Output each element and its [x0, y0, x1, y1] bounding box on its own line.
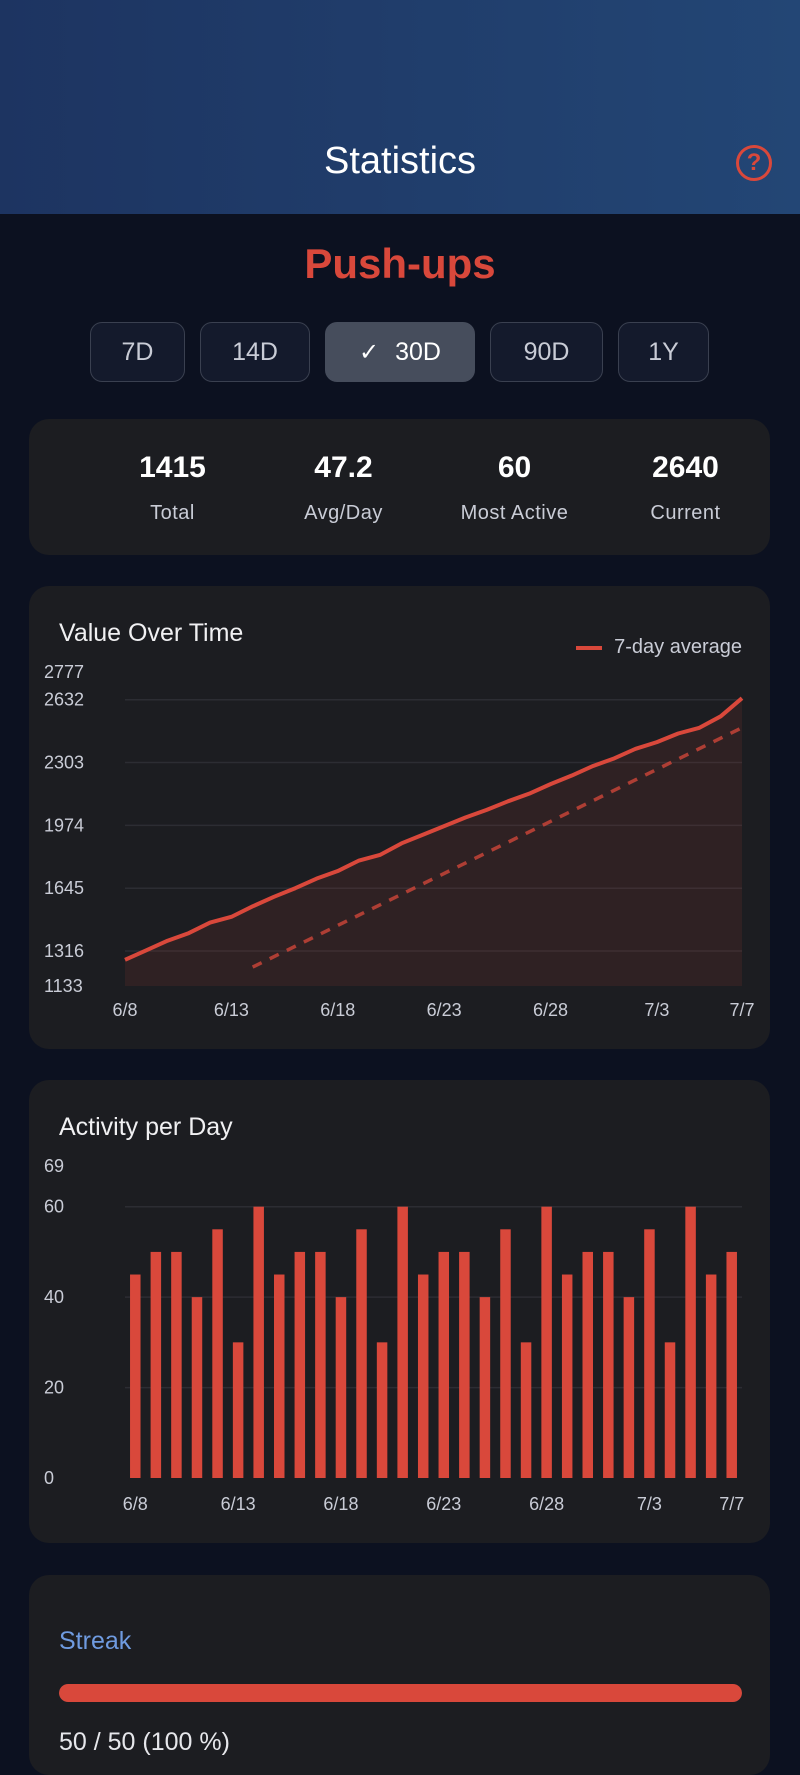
line-chart: 2777 2632 2303 1974 1645 1316 1133 6/8 6/13 6/18 6…: [44, 662, 755, 1020]
streak-count: 50 / 50 (100 %): [59, 1728, 230, 1756]
value-series-line: [124, 696, 744, 962]
bar: [294, 1251, 306, 1478]
range-label: 30D: [395, 337, 441, 366]
x-tick-label: 6/13: [221, 1494, 256, 1514]
x-tick-label: 7/3: [637, 1494, 662, 1514]
x-tick-label: 6/28: [529, 1494, 564, 1514]
bar: [438, 1251, 450, 1478]
y-tick-label: 1316: [44, 941, 84, 961]
streak-progress-fill: [59, 1684, 742, 1702]
bar: [335, 1297, 347, 1478]
bar: [356, 1229, 367, 1478]
x-tick-label: 6/23: [426, 1494, 461, 1514]
bar: [603, 1251, 614, 1478]
checkmark-icon: ✓: [359, 338, 380, 366]
x-tick-label: 6/18: [320, 1000, 355, 1020]
x-tick-label: 6/28: [533, 1000, 568, 1020]
x-tick-label: 6/23: [427, 1000, 462, 1020]
bar: [459, 1251, 470, 1478]
bar: [130, 1274, 141, 1478]
y-tick-label: 2777: [44, 662, 84, 682]
range-button-1y[interactable]: 1Y: [618, 322, 709, 382]
y-tick-label: 69: [44, 1156, 64, 1176]
bar: [376, 1342, 388, 1478]
bar: [705, 1274, 717, 1478]
streak-card: Streak 50 / 50 (100 %): [29, 1575, 770, 1775]
range-label: 7D: [121, 337, 154, 366]
y-tick-label: 1974: [44, 815, 84, 835]
x-tick-label: 6/8: [123, 1494, 148, 1514]
y-tick-label: 40: [44, 1287, 64, 1307]
y-tick-label: 20: [44, 1378, 64, 1398]
range-label: 90D: [523, 337, 570, 366]
x-tick-label: 7/7: [729, 1000, 754, 1020]
bar: [726, 1251, 737, 1478]
range-button-90d[interactable]: 90D: [490, 322, 603, 382]
stats-summary-card: 1415 Total 47.2 Avg/Day 60 Most Active 2…: [29, 419, 770, 555]
exercise-title: Push-ups: [304, 240, 496, 287]
bar: [274, 1274, 285, 1478]
range-button-30d[interactable]: ✓ 30D: [325, 322, 475, 382]
bar: [500, 1229, 511, 1478]
stat-label: Total: [150, 502, 195, 524]
stat-value: 2640: [652, 451, 719, 484]
bar: [315, 1251, 326, 1478]
bar: [685, 1206, 696, 1478]
stat-label: Current: [650, 502, 721, 524]
legend-label: 7-day average: [614, 636, 742, 658]
bar: [212, 1229, 223, 1478]
bar: [417, 1274, 429, 1478]
chart-title: Activity per Day: [59, 1113, 233, 1141]
bar: [479, 1297, 491, 1478]
range-label: 1Y: [648, 337, 679, 366]
bar: [664, 1342, 676, 1478]
bar: [253, 1206, 264, 1478]
bar: [171, 1251, 182, 1478]
streak-title: Streak: [59, 1627, 132, 1655]
header-bar: Statistics ?: [0, 0, 800, 214]
x-tick-label: 6/8: [112, 1000, 137, 1020]
x-tick-label: 7/7: [719, 1494, 744, 1514]
value-area: [125, 698, 742, 986]
range-label: 14D: [232, 337, 278, 366]
stat-value: 60: [497, 451, 532, 484]
y-tick-label: 1133: [44, 976, 83, 996]
bar: [397, 1206, 408, 1478]
bar: [623, 1297, 635, 1478]
legend-swatch: [576, 645, 603, 650]
chart-title: Value Over Time: [59, 619, 244, 647]
chart-legend: 7-day average: [576, 636, 742, 659]
range-button-14d[interactable]: 14D: [200, 322, 310, 382]
page-title: Statistics: [323, 140, 477, 182]
bar: [191, 1297, 203, 1478]
bar-chart: 69 60 40 20 0 6/8 6/13 6/18 6/23 6/28 7/3 7/7: [44, 1156, 744, 1514]
stat-value: 47.2: [314, 451, 373, 484]
y-tick-label: 2632: [44, 690, 84, 710]
range-button-7d[interactable]: 7D: [90, 322, 185, 382]
streak-progress-bar: [59, 1684, 742, 1702]
bar: [150, 1251, 162, 1478]
bar: [561, 1274, 573, 1478]
x-tick-label: 6/18: [323, 1494, 358, 1514]
stat-label: Most Active: [460, 502, 569, 524]
stat-label: Avg/Day: [304, 502, 383, 524]
bar: [644, 1229, 655, 1478]
y-tick-label: 0: [44, 1468, 54, 1488]
bar: [541, 1206, 552, 1478]
bar: [232, 1342, 244, 1478]
question-circle-icon[interactable]: ?: [736, 145, 772, 181]
bar: [520, 1342, 532, 1478]
average-series-line: [251, 726, 743, 969]
value-over-time-card: Value Over Time 7-day average 2777 2632 23…: [29, 586, 770, 1049]
y-tick-label: 2303: [44, 753, 84, 773]
activity-per-day-card: Activity per Day 69 60 40 20 0 6/8 6/13 6/18 6/2…: [29, 1080, 770, 1543]
stat-value: 1415: [139, 451, 206, 484]
x-tick-label: 7/3: [644, 1000, 669, 1020]
x-tick-label: 6/13: [214, 1000, 249, 1020]
bar: [582, 1251, 593, 1478]
y-tick-label: 1645: [44, 878, 84, 898]
y-tick-label: 60: [44, 1197, 64, 1217]
